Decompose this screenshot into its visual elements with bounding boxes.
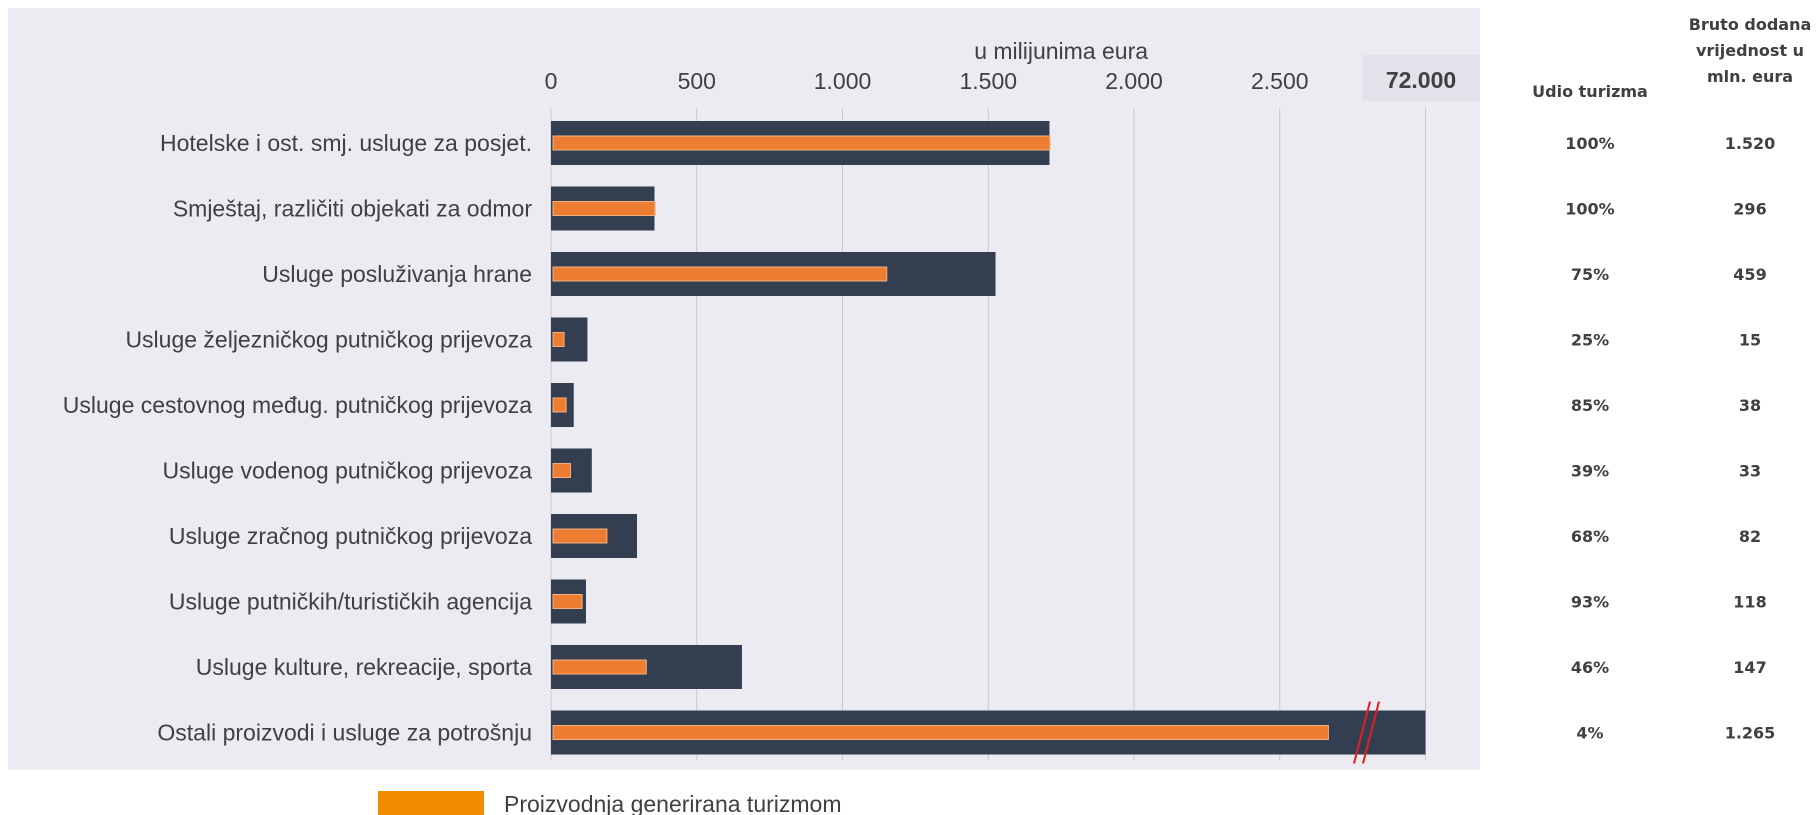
category-label: Usluge željezničkog putničkog prijevoza	[125, 327, 532, 353]
tourism-share-value: 25%	[1571, 331, 1609, 350]
gross-value-added-value: 296	[1733, 200, 1766, 219]
category-label: Usluge zračnog putničkog prijevoza	[169, 523, 532, 549]
bar-tourism	[552, 725, 1329, 740]
gross-value-added-value: 82	[1739, 527, 1761, 546]
bar-tourism	[552, 266, 888, 282]
gross-value-added-value: 147	[1733, 658, 1766, 677]
x-tick-label: 500	[678, 68, 716, 94]
axis-break-label: 72.000	[1386, 67, 1456, 93]
bar-tourism	[552, 201, 656, 216]
gross-value-added-value: 38	[1739, 396, 1761, 415]
gross-value-added-header: vrijednost u	[1696, 41, 1804, 60]
tourism-share-header: Udio turizma	[1532, 82, 1648, 101]
tourism-share-value: 68%	[1571, 527, 1609, 546]
tourism-share-value: 85%	[1571, 396, 1609, 415]
tourism-share-value: 100%	[1565, 200, 1614, 219]
gross-value-added-header: Bruto dodana	[1689, 15, 1812, 34]
gross-value-added-header: mln. eura	[1707, 67, 1793, 86]
category-label: Usluge putničkih/turističkih agencija	[169, 589, 532, 615]
x-tick-label: 1.500	[959, 68, 1017, 94]
category-label: Smještaj, različiti objekati za odmor	[173, 196, 533, 222]
bar-tourism	[552, 659, 647, 675]
legend-label: Proizvodnja generirana turizmom	[504, 791, 842, 815]
x-tick-label: 2.500	[1251, 68, 1309, 94]
tourism-share-value: 39%	[1571, 462, 1609, 481]
legend-swatch	[378, 791, 484, 815]
tourism-share-value: 75%	[1571, 265, 1609, 284]
bar-tourism	[552, 332, 565, 347]
gross-value-added-value: 459	[1733, 265, 1766, 284]
bar-tourism	[552, 594, 583, 609]
bar-tourism	[552, 463, 571, 478]
bar-tourism	[552, 397, 567, 413]
category-label: Ostali proizvodi i usluge za potrošnju	[157, 720, 532, 746]
category-label: Hotelske i ost. smj. usluge za posjet.	[160, 130, 532, 156]
gross-value-added-value: 1.520	[1725, 134, 1776, 153]
category-label: Usluge cestovnog međug. putničkog prijev…	[63, 392, 532, 418]
x-tick-label: 2.000	[1105, 68, 1163, 94]
x-tick-label: 1.000	[814, 68, 872, 94]
axis-break-mark	[1362, 701, 1380, 764]
axis-break-mark	[1353, 701, 1371, 764]
gross-value-added-value: 118	[1733, 593, 1766, 612]
gross-value-added-value: 1.265	[1725, 724, 1776, 743]
category-label: Usluge posluživanja hrane	[262, 261, 532, 287]
gross-value-added-value: 33	[1739, 462, 1761, 481]
axis-break-label-box	[1362, 55, 1480, 101]
gross-value-added-value: 15	[1739, 331, 1761, 350]
tourism-share-value: 93%	[1571, 593, 1609, 612]
tourism-share-value: 4%	[1576, 724, 1603, 743]
tourism-share-value: 46%	[1571, 658, 1609, 677]
category-label: Usluge kulture, rekreacije, sporta	[196, 654, 532, 680]
x-tick-label: 0	[545, 68, 558, 94]
bar-tourism	[552, 135, 1051, 151]
x-axis-title: u milijunima eura	[974, 38, 1148, 64]
category-label: Usluge vodenog putničkog prijevoza	[162, 458, 532, 484]
bar-tourism	[552, 528, 608, 544]
tourism-share-value: 100%	[1565, 134, 1614, 153]
